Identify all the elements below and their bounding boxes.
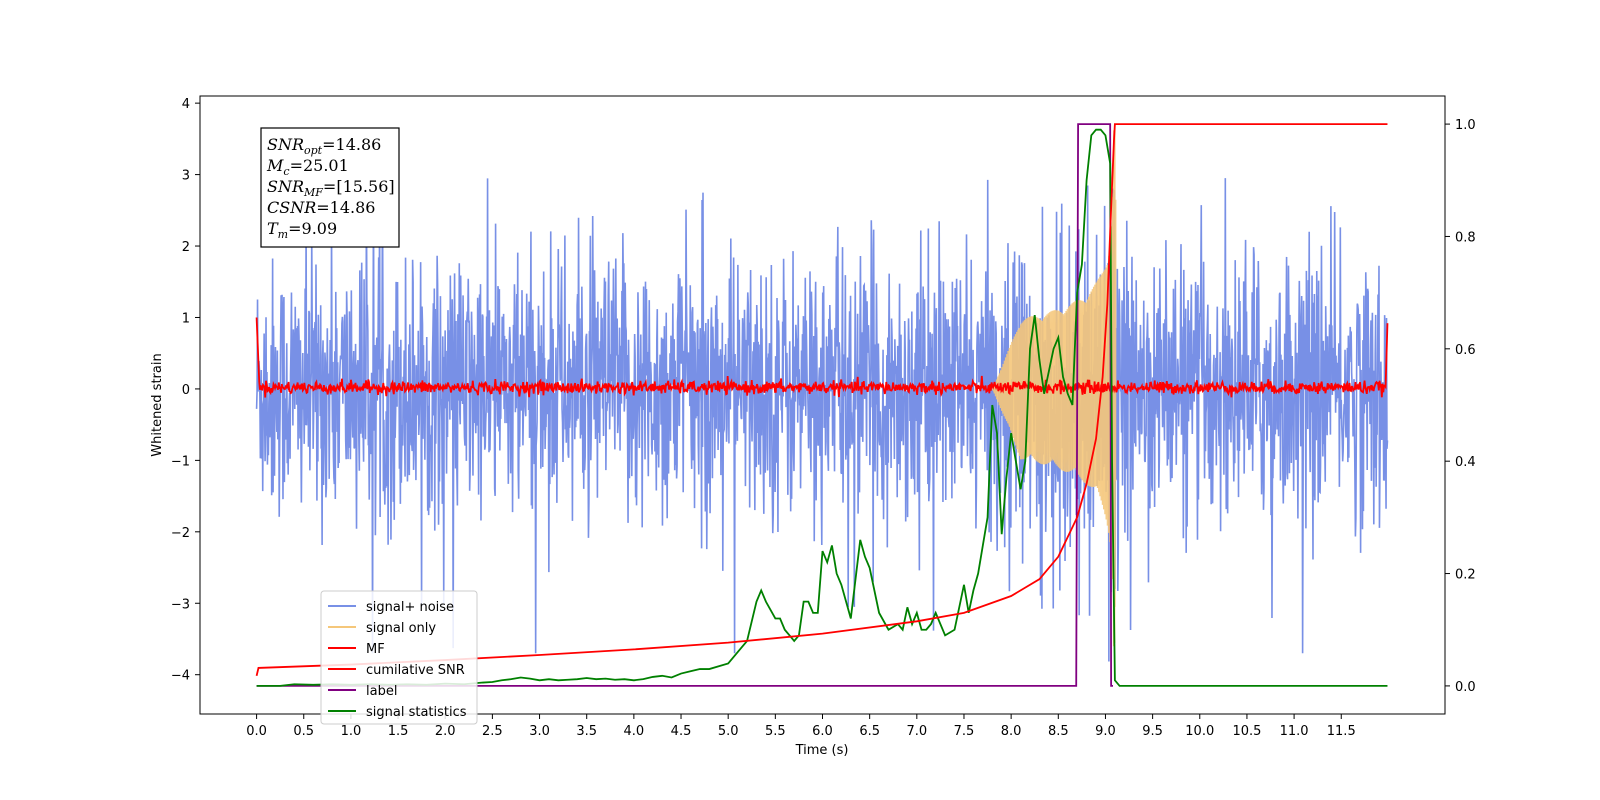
series-layer xyxy=(255,123,1389,687)
legend-label-signal-only: signal only xyxy=(366,621,436,636)
x-tick-label: 1.5 xyxy=(388,724,409,739)
x-tick-label: 3.0 xyxy=(529,724,550,739)
legend-item-label: label xyxy=(328,684,397,699)
y-tick-label: 2 xyxy=(182,240,190,255)
series-signal-noise xyxy=(255,178,1389,662)
series-mf xyxy=(255,317,1389,398)
y-tick-label: −2 xyxy=(171,526,190,541)
y-tick-label: 1 xyxy=(182,311,190,326)
x-tick-label: 5.5 xyxy=(765,724,786,739)
legend-label-mf: MF xyxy=(366,642,385,657)
y2-tick-label: 1.0 xyxy=(1455,118,1476,133)
y-tick-label: −3 xyxy=(171,597,190,612)
x-tick-label: 0.5 xyxy=(293,724,314,739)
x-tick-label: 2.0 xyxy=(435,724,456,739)
legend-label-label: label xyxy=(366,684,397,699)
x-tick-label: 5.0 xyxy=(718,724,739,739)
x-tick-label: 11.0 xyxy=(1280,724,1309,739)
legend-label-cumulative-snr: cumilative SNR xyxy=(366,663,465,678)
y2-axis-ticks: 1.0 0.8 0.6 0.4 0.2 0.0 xyxy=(1445,118,1476,695)
legend-frame xyxy=(320,590,478,725)
info-csnr: CSNR=14.86 xyxy=(267,198,375,217)
y-tick-label: 3 xyxy=(182,169,190,184)
info-chirp-mass: Mc=25.01 xyxy=(266,156,349,178)
y-tick-label: 4 xyxy=(182,97,190,112)
legend-item-mf: MF xyxy=(328,642,385,657)
x-tick-label: 4.0 xyxy=(624,724,645,739)
x-tick-label: 9.0 xyxy=(1095,724,1116,739)
info-snr-opt: SNRopt=14.86 xyxy=(267,135,381,157)
legend-label-signal-statistics: signal statistics xyxy=(366,705,467,720)
info-box-frame xyxy=(260,127,400,248)
y2-tick-label: 0.2 xyxy=(1455,568,1476,583)
y-axis-ticks: 4 3 2 1 0 −1 −2 −3 −4 xyxy=(171,97,200,684)
y2-tick-label: 0.8 xyxy=(1455,230,1476,245)
x-tick-label: 8.5 xyxy=(1048,724,1069,739)
x-tick-label: 7.5 xyxy=(954,724,975,739)
x-tick-label: 10.5 xyxy=(1232,724,1261,739)
legend-item-cumulative-snr: cumilative SNR xyxy=(328,663,465,678)
info-snr-mf: SNRMF=[15.56] xyxy=(267,177,395,199)
y2-tick-label: 0.0 xyxy=(1455,680,1476,695)
x-axis-ticks: 0.0 0.5 1.0 1.5 2.0 2.5 3.0 3.5 4.0 4.5 5.0 5.5 6.0 6… xyxy=(246,714,1356,739)
x-tick-label: 3.5 xyxy=(576,724,597,739)
y-tick-label: −4 xyxy=(171,669,190,684)
y-tick-label: 0 xyxy=(182,383,190,398)
legend-label-signal-noise: signal+ noise xyxy=(366,600,454,615)
y-tick-label: −1 xyxy=(171,454,190,469)
x-tick-label: 6.5 xyxy=(859,724,880,739)
info-box: SNRopt=14.86 Mc=25.01 SNRMF=[15.56] CSNR… xyxy=(260,127,400,248)
x-tick-label: 4.5 xyxy=(671,724,692,739)
series-signal-statistics xyxy=(256,128,1388,687)
x-tick-label: 10.0 xyxy=(1185,724,1214,739)
x-tick-label: 2.5 xyxy=(482,724,503,739)
x-tick-label: 6.0 xyxy=(812,724,833,739)
legend-item-signal-statistics: signal statistics xyxy=(328,705,467,720)
info-merger-time: Tm=9.09 xyxy=(267,219,337,241)
y2-tick-label: 0.6 xyxy=(1455,343,1476,358)
series-label xyxy=(256,123,1113,687)
x-tick-label: 0.0 xyxy=(246,724,267,739)
y2-tick-label: 0.4 xyxy=(1455,455,1476,470)
x-tick-label: 7.0 xyxy=(906,724,927,739)
x-tick-label: 8.0 xyxy=(1001,724,1022,739)
y-axis-label: Whitened strain xyxy=(150,353,165,456)
x-tick-label: 11.5 xyxy=(1327,724,1356,739)
series-cumulative-snr xyxy=(255,123,1388,677)
legend: signal+ noise signal only MF cumilative … xyxy=(320,590,478,725)
legend-item-signal-noise: signal+ noise xyxy=(328,600,454,615)
x-tick-label: 1.0 xyxy=(341,724,362,739)
x-axis-label: Time (s) xyxy=(795,743,849,758)
x-tick-label: 9.5 xyxy=(1142,724,1163,739)
legend-item-signal-only: signal only xyxy=(328,621,436,636)
